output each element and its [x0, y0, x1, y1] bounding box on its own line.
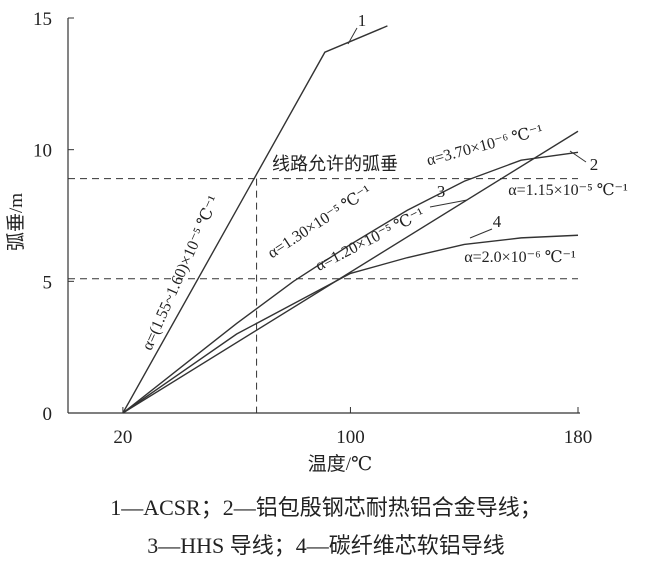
annotation: α=(1.55~1.60)×10⁻⁵ ℃⁻¹	[139, 193, 222, 353]
y-tick-label: 10	[33, 141, 52, 162]
annotation: α=2.0×10⁻⁶ ℃⁻¹	[464, 249, 576, 266]
series-line	[122, 25, 388, 414]
y-axis-label: 弧垂/m	[5, 193, 27, 251]
leader-line	[469, 228, 493, 239]
annotation: 线路允许的弧垂	[272, 154, 398, 174]
x-tick-label: 20	[113, 427, 132, 448]
x-tick-label: 180	[564, 427, 593, 448]
series-label: 3	[437, 182, 446, 201]
y-tick-label: 15	[33, 9, 52, 30]
series-line	[122, 234, 579, 414]
caption: 1—ACSR；2—铝包殷钢芯耐热铝合金导线；	[110, 495, 541, 520]
x-axis-label: 温度/℃	[308, 453, 373, 475]
leader-line	[347, 27, 358, 45]
series-label: 2	[590, 155, 599, 174]
y-tick-label: 5	[43, 272, 53, 293]
series-label: 4	[493, 212, 502, 231]
series-line	[122, 130, 579, 414]
y-tick-label: 0	[43, 404, 53, 425]
annotation: α=1.15×10⁻⁵ ℃⁻¹	[508, 182, 628, 199]
caption: 3—HHS 导线；4—碳纤维芯软铝导线	[147, 533, 505, 558]
leader-line	[569, 150, 587, 163]
leader-line	[429, 199, 468, 208]
series-label: 1	[358, 11, 367, 30]
x-tick-label: 100	[336, 427, 365, 448]
series-line	[122, 151, 579, 414]
